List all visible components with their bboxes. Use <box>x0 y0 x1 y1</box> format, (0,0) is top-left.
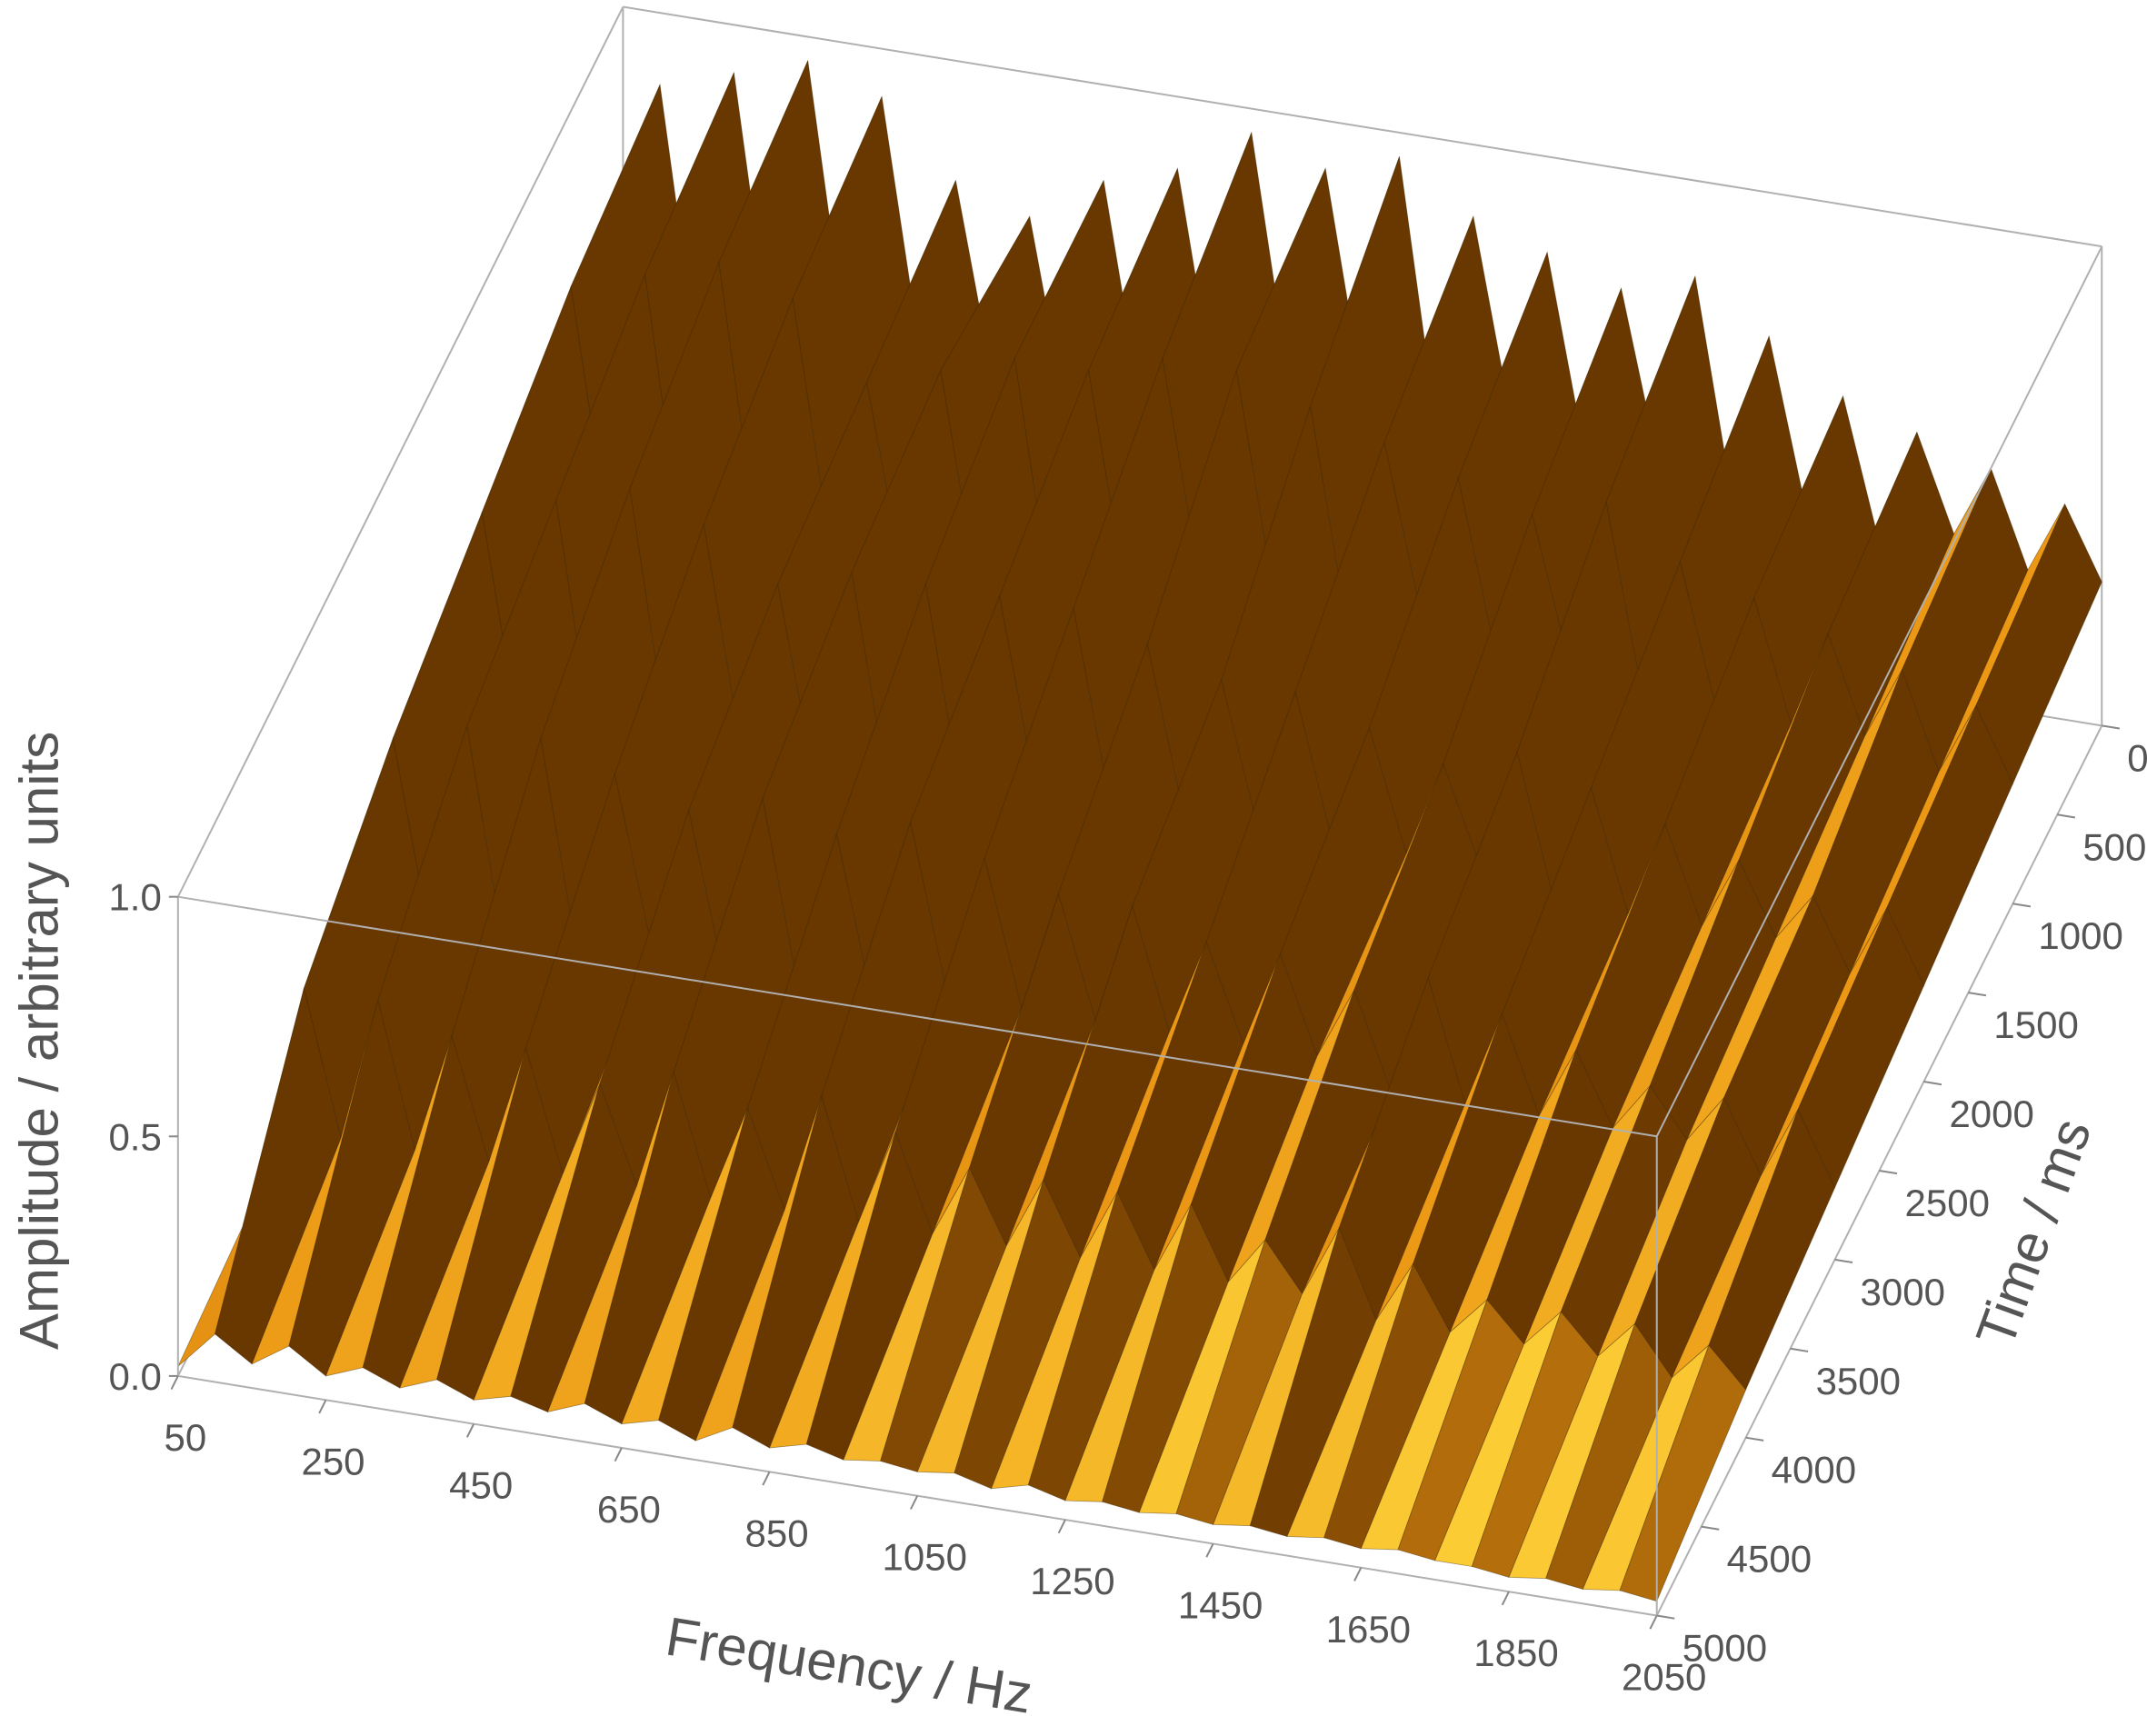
box-edge <box>623 5 2102 248</box>
x-tick-label: 450 <box>449 1464 513 1507</box>
x-tick-label: 2050 <box>1622 1656 1706 1699</box>
x-tick <box>614 1447 623 1462</box>
y-tick-label: 0 <box>2127 736 2147 779</box>
x-tick-label: 250 <box>301 1440 364 1482</box>
x-tick <box>910 1495 919 1510</box>
y-tick <box>2102 724 2120 730</box>
y-tick-label: 2000 <box>1949 1092 2033 1135</box>
y-tick <box>1923 1081 1942 1086</box>
x-tick-label: 1850 <box>1473 1631 1558 1674</box>
x-axis-title: Frequency / Hz <box>662 1606 1036 1725</box>
y-axis-title: Time / ms <box>1964 1111 2102 1354</box>
y-tick-label: 3500 <box>1816 1360 1901 1402</box>
z-tick-label: 0.5 <box>108 1115 161 1158</box>
surface <box>177 59 2102 1602</box>
y-tick <box>2057 813 2076 819</box>
y-tick-label: 1000 <box>2038 914 2122 957</box>
y-tick <box>1745 1436 1764 1442</box>
y-tick-label: 4000 <box>1772 1449 1856 1492</box>
box-edge <box>1655 245 2103 1137</box>
y-tick-label: 5000 <box>1683 1627 1767 1670</box>
x-tick <box>1353 1567 1363 1581</box>
x-tick-label: 1650 <box>1326 1608 1411 1651</box>
x-tick-label: 1450 <box>1178 1583 1263 1626</box>
x-tick <box>1501 1591 1510 1606</box>
x-tick <box>1649 1615 1658 1630</box>
box-edge <box>177 895 1657 1138</box>
y-tick <box>1656 1614 1675 1620</box>
y-tick <box>2012 903 2032 908</box>
x-tick <box>1205 1542 1214 1558</box>
y-tick <box>1701 1525 1720 1531</box>
z-tick-label: 1.0 <box>108 876 161 919</box>
y-tick-label: 500 <box>2082 825 2146 868</box>
x-tick-label: 50 <box>164 1416 206 1459</box>
y-tick <box>1834 1258 1853 1264</box>
y-tick-label: 4500 <box>1727 1538 1812 1581</box>
x-tick-label: 1050 <box>883 1536 967 1579</box>
x-tick-label: 1250 <box>1030 1560 1114 1602</box>
x-tick <box>318 1399 327 1414</box>
z-axis-title: Amplitude / arbitrary units <box>8 732 69 1350</box>
y-tick-label: 3000 <box>1861 1271 1945 1313</box>
y-tick-label: 2500 <box>1905 1182 1990 1224</box>
box-edge <box>176 6 624 898</box>
x-tick <box>170 1375 179 1391</box>
x-tick <box>1057 1519 1066 1534</box>
x-tick-label: 650 <box>597 1488 661 1531</box>
y-tick <box>1968 992 1987 997</box>
x-tick <box>762 1471 771 1486</box>
z-tick-label: 0.0 <box>108 1355 161 1398</box>
y-tick-label: 1500 <box>1993 1003 2078 1046</box>
y-tick <box>1790 1347 1809 1352</box>
y-tick <box>1879 1169 1898 1175</box>
x-tick <box>465 1423 475 1438</box>
x-tick-label: 850 <box>745 1512 809 1554</box>
